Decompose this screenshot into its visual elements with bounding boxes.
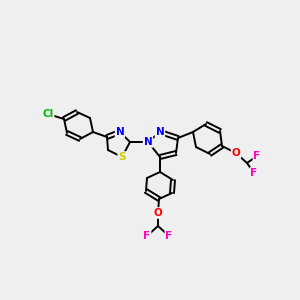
Text: O: O [232,148,240,158]
Text: N: N [116,127,124,137]
Text: S: S [118,152,126,162]
Text: N: N [156,127,164,137]
Text: F: F [143,231,151,241]
Text: F: F [254,151,261,161]
Text: N: N [144,137,152,147]
Text: F: F [165,231,172,241]
Text: Cl: Cl [42,109,54,119]
Text: F: F [250,168,258,178]
Text: O: O [154,208,162,218]
